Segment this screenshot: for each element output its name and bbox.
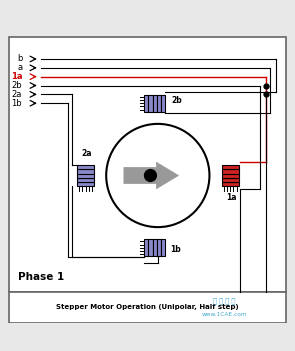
Text: b: b	[17, 54, 22, 64]
FancyBboxPatch shape	[9, 292, 286, 323]
Text: 2b: 2b	[12, 81, 22, 90]
FancyBboxPatch shape	[77, 178, 94, 182]
FancyBboxPatch shape	[153, 95, 157, 112]
FancyBboxPatch shape	[222, 165, 238, 169]
FancyBboxPatch shape	[222, 182, 238, 186]
FancyBboxPatch shape	[161, 95, 165, 112]
FancyBboxPatch shape	[77, 165, 94, 169]
Text: Phase 1: Phase 1	[18, 272, 64, 282]
Text: Stepper Motor Operation (Unipolar, Half step): Stepper Motor Operation (Unipolar, Half …	[56, 304, 239, 310]
FancyBboxPatch shape	[222, 178, 238, 182]
FancyBboxPatch shape	[77, 169, 94, 173]
FancyBboxPatch shape	[77, 182, 94, 186]
Circle shape	[106, 124, 209, 227]
FancyBboxPatch shape	[222, 169, 238, 173]
Text: 2a: 2a	[12, 90, 22, 99]
FancyBboxPatch shape	[157, 95, 161, 112]
FancyBboxPatch shape	[77, 173, 94, 178]
FancyBboxPatch shape	[144, 239, 148, 256]
FancyBboxPatch shape	[148, 239, 153, 256]
Circle shape	[145, 170, 156, 181]
Text: www.1CAE.com: www.1CAE.com	[201, 312, 247, 317]
FancyBboxPatch shape	[153, 239, 157, 256]
Text: 2b: 2b	[171, 96, 182, 105]
Text: 2a: 2a	[82, 148, 92, 158]
FancyBboxPatch shape	[148, 95, 153, 112]
FancyBboxPatch shape	[157, 239, 161, 256]
FancyBboxPatch shape	[222, 173, 238, 178]
FancyArrow shape	[124, 162, 178, 189]
FancyBboxPatch shape	[9, 37, 286, 292]
Text: 1b: 1b	[170, 245, 181, 254]
FancyBboxPatch shape	[161, 239, 165, 256]
Text: a: a	[17, 63, 22, 72]
FancyBboxPatch shape	[144, 95, 148, 112]
Text: 仿 真 在 线: 仿 真 在 线	[213, 298, 235, 304]
Text: 1a: 1a	[11, 72, 22, 81]
Text: 1b: 1b	[12, 99, 22, 108]
Text: 1a: 1a	[226, 193, 237, 203]
